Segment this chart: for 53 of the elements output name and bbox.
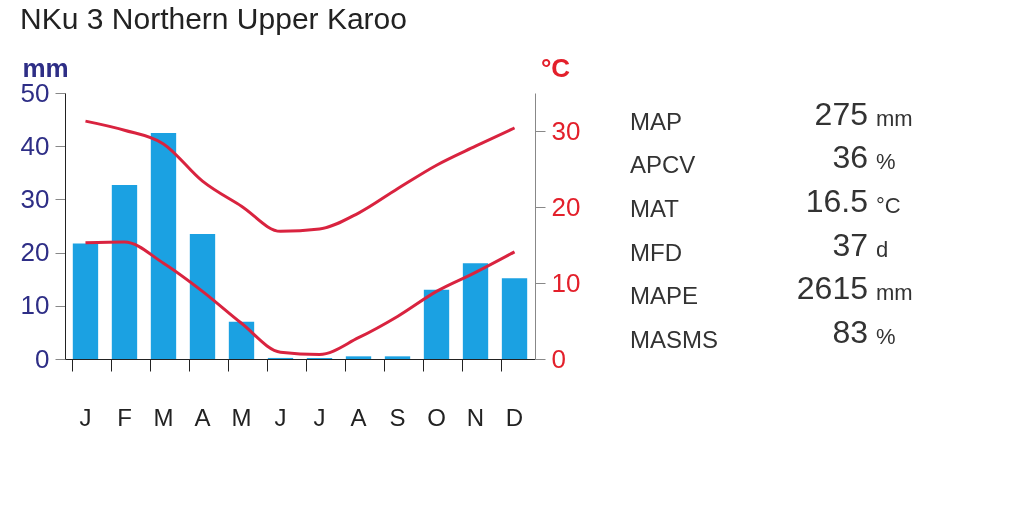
text: % [876,323,896,349]
text: 2615 [796,270,868,307]
text: 36 [832,139,868,176]
x-tick-label: J [79,403,92,431]
y2-tick-label: 20 [551,191,581,222]
y-tick-label: 10 [20,290,50,321]
bar [384,356,411,359]
text: 275 [814,95,868,132]
y2-tick-label: 30 [551,115,581,146]
x-tick-label: J [313,403,326,431]
text: mm [876,280,913,306]
text: MAT [630,195,680,223]
bar [501,278,528,359]
text: mm [876,105,913,131]
x-tick-label: D [505,403,524,431]
chart-title: NKu 3 Northern Upper Karoo [20,2,407,35]
text: MFD [630,238,682,266]
y2-tick-label: 0 [551,343,566,374]
y-tick-label: 40 [20,130,50,161]
x-tick-label: J [274,403,287,431]
text: 16.5 [805,183,868,220]
text: MASMS [630,325,719,353]
x-tick-label: M [153,403,174,431]
x-tick-label: F [117,403,132,431]
x-tick-label: N [466,403,485,431]
y-tick-label: 0 [35,343,50,374]
x-tick-label: A [350,403,367,431]
bar [228,321,255,359]
x-tick-label: M [231,403,252,431]
x-tick-label: S [389,403,406,431]
text: d [876,236,889,262]
text: °C [876,193,901,219]
bar [345,356,372,359]
bar [150,132,177,359]
y2-tick-label: 10 [551,267,581,298]
text: % [876,149,896,175]
y-tick-label: 30 [20,183,50,214]
bar [462,263,489,359]
bar [423,289,450,359]
text: APCV [630,151,696,179]
text: 37 [832,226,868,263]
text: 83 [832,313,868,350]
x-tick-label: A [194,403,211,431]
y-tick-label: 20 [20,237,50,268]
text: MAPE [630,282,699,310]
text: MAP [630,107,683,135]
y2-axis-title: °C [540,52,571,83]
bar [111,185,138,359]
line-series [83,119,517,233]
bar [72,243,99,359]
bar [189,233,216,359]
line-series [83,240,517,356]
x-tick-label: O [427,403,446,431]
